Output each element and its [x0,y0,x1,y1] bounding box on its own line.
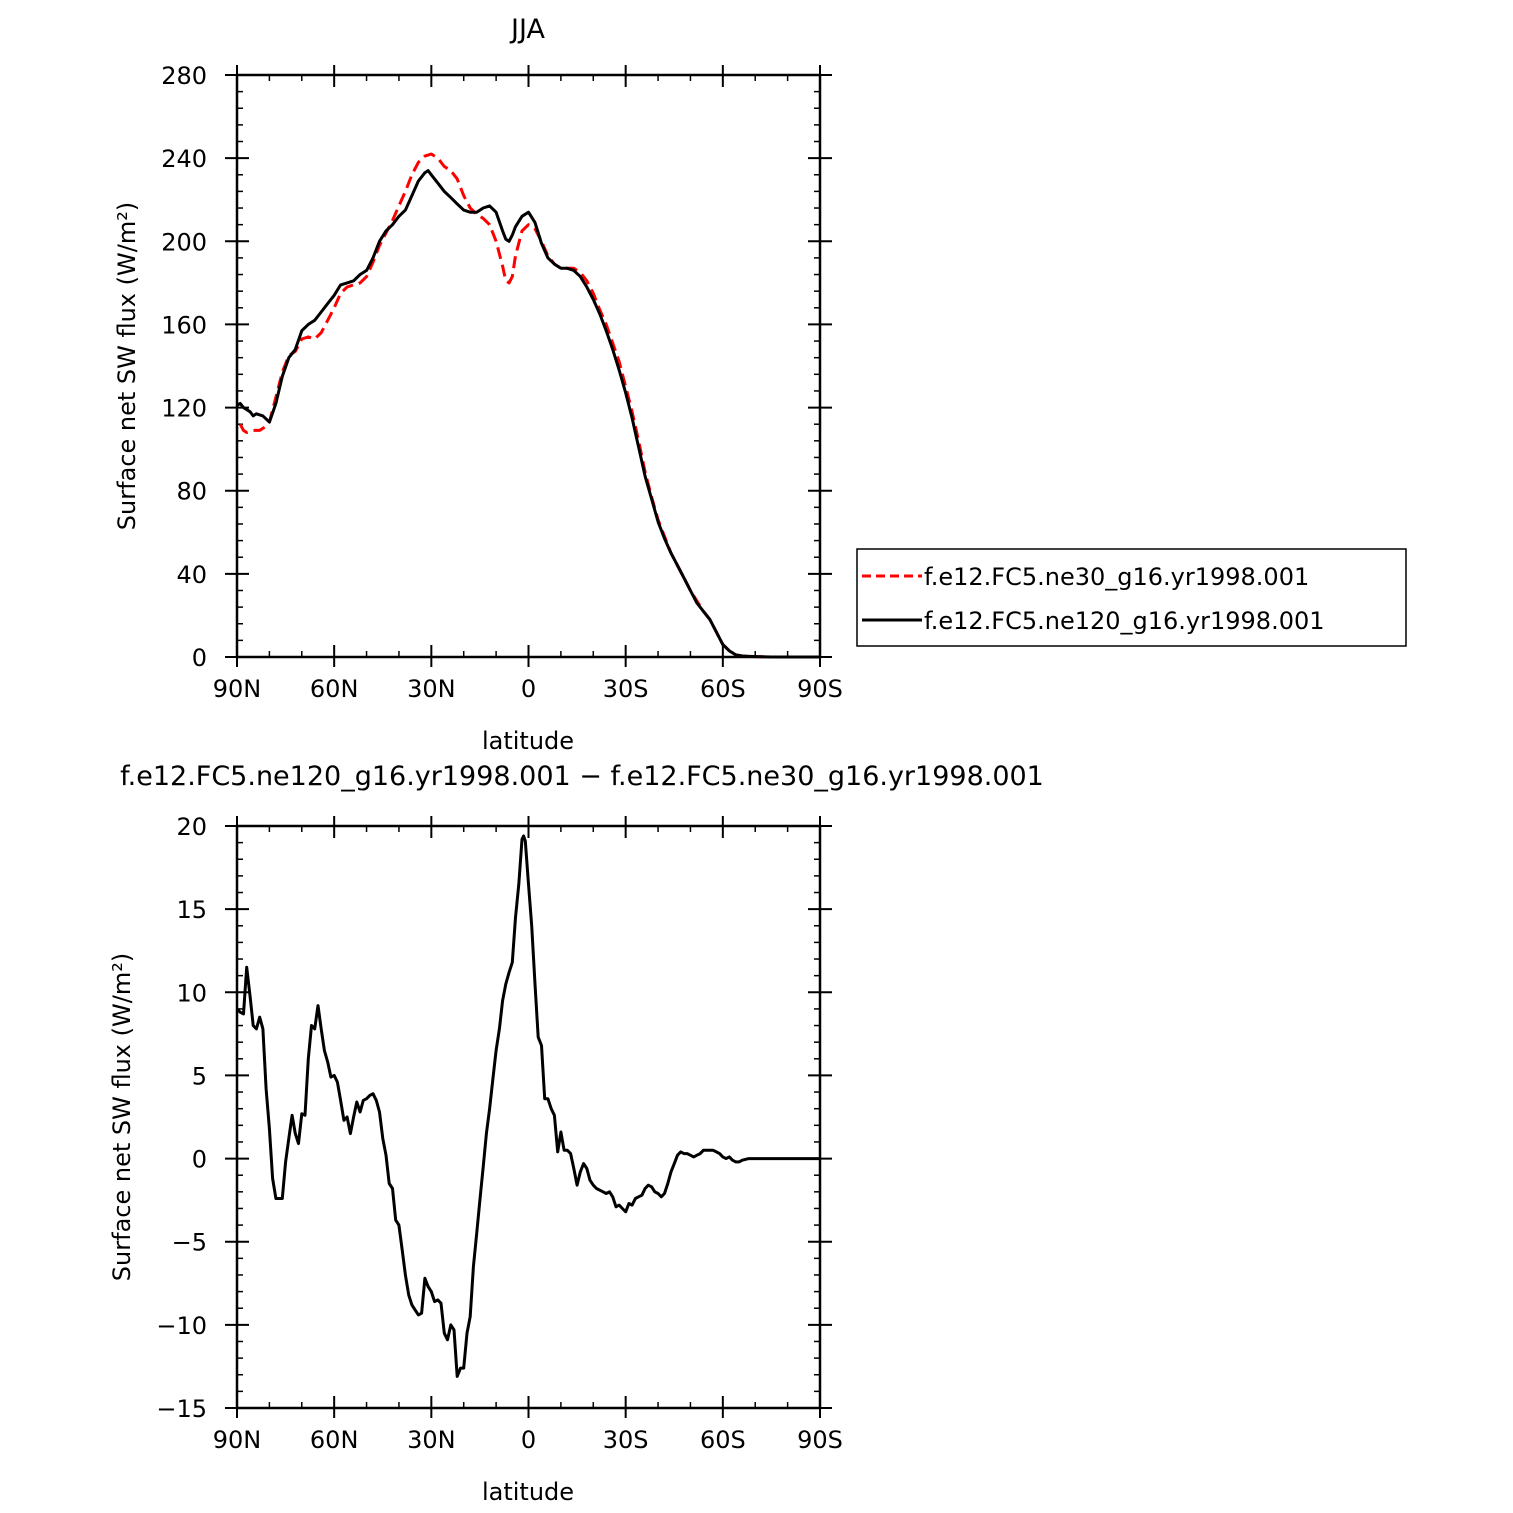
top-y-tick-label: 0 [192,644,207,672]
top-y-axis-title: Surface net SW flux (W/m²) [113,202,141,530]
top-y-tick-label: 120 [161,395,207,423]
top-y-tick-label: 240 [161,145,207,173]
top-y-tick-label: 200 [161,228,207,256]
bottom-y-tick-label: 5 [192,1062,207,1090]
bottom-series-line-0 [235,834,820,1378]
top-x-axis-title: latitude [482,727,574,755]
top-x-tick-label: 60N [310,675,359,703]
legend: f.e12.FC5.ne30_g16.yr1998.001 f.e12.FC5.… [856,548,1407,647]
bottom-axes-frame [235,824,822,1410]
legend-frame [856,548,1407,647]
legend-label-ne30: f.e12.FC5.ne30_g16.yr1998.001 [924,563,1309,591]
top-plot-border [235,73,822,659]
bottom-x-tick-label: 90N [213,1426,262,1454]
top-y-tick-label: 80 [176,478,207,506]
top-x-tick-label: 30S [603,675,649,703]
bottom-y-tick-label: 20 [176,813,207,841]
bottom-panel-title: f.e12.FC5.ne120_g16.yr1998.001 − f.e12.F… [120,761,1044,792]
top-x-tick-label: 0 [521,675,536,703]
bottom-y-tick-label: −10 [156,1312,207,1340]
bottom-y-tick-label: −15 [156,1395,207,1423]
legend-label-ne120: f.e12.FC5.ne120_g16.yr1998.001 [924,607,1325,635]
bottom-x-tick-label: 30N [407,1426,456,1454]
bottom-y-tick-label: 15 [176,896,207,924]
top-x-tick-label: 90S [797,675,843,703]
bottom-plot-border [235,824,822,1410]
top-series-line-0 [238,152,820,659]
bottom-x-tick-label: 0 [521,1426,536,1454]
top-x-tick-label: 30N [407,675,456,703]
bottom-y-axis-title: Surface net SW flux (W/m²) [108,953,136,1281]
top-y-tick-label: 160 [161,311,207,339]
bottom-panel: f.e12.FC5.ne120_g16.yr1998.001 − f.e12.F… [108,761,1044,1506]
top-series-line-1 [236,169,820,659]
top-x-tick-label: 60S [700,675,746,703]
bottom-x-tick-label: 30S [603,1426,649,1454]
bottom-x-tick-label: 60S [700,1426,746,1454]
top-panel-title: JJA [509,14,545,45]
bottom-x-tick-label: 90S [797,1426,843,1454]
bottom-y-tick-label: 10 [176,979,207,1007]
top-y-tick-label: 40 [176,561,207,589]
bottom-y-tick-label: 0 [192,1146,207,1174]
bottom-y-tick-label: −5 [172,1229,207,1257]
top-x-tick-label: 90N [213,675,262,703]
top-axes-frame [235,73,822,659]
top-y-tick-label: 280 [161,62,207,90]
bottom-x-axis-title: latitude [482,1478,574,1506]
top-panel: JJA 90N 60N 30N 0 30S 60S 90S 0 40 80 120 160 200 240… [113,14,843,755]
bottom-x-tick-label: 60N [310,1426,359,1454]
